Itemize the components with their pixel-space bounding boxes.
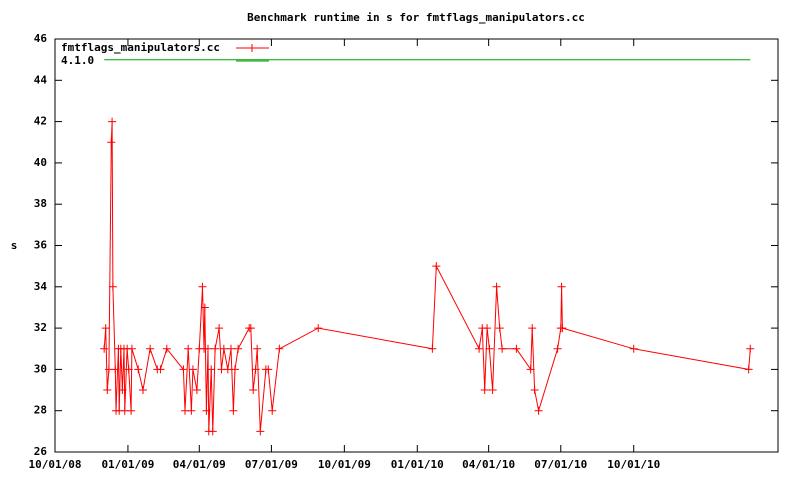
point-marker (107, 138, 116, 147)
x-tick-label: 07/01/09 (245, 458, 298, 471)
point-marker (204, 344, 213, 353)
point-marker (492, 282, 501, 291)
point-marker (230, 365, 239, 374)
point-marker (219, 344, 228, 353)
point-marker (553, 344, 562, 353)
point-marker (528, 324, 537, 333)
x-tick-label: 10/01/10 (607, 458, 660, 471)
point-marker (192, 386, 201, 395)
x-tick-label: 04/01/09 (173, 458, 226, 471)
point-marker (256, 427, 265, 436)
point-marker (124, 365, 133, 374)
point-marker (111, 365, 120, 374)
plot-border (54, 38, 779, 453)
point-marker (557, 282, 566, 291)
point-marker (629, 344, 638, 353)
point-marker (127, 406, 136, 415)
point-marker (118, 386, 127, 395)
point-marker (211, 344, 220, 353)
y-axis-label: s (11, 239, 18, 252)
point-marker (223, 365, 232, 374)
point-marker (526, 365, 535, 374)
point-marker (146, 344, 155, 353)
point-marker (432, 262, 441, 271)
point-marker (264, 365, 273, 374)
y-tick-label: 28 (34, 404, 47, 417)
point-marker (202, 406, 211, 415)
point-marker (512, 344, 521, 353)
point-marker (200, 303, 209, 312)
point-marker (475, 344, 484, 353)
point-marker (103, 386, 112, 395)
point-marker (215, 324, 224, 333)
point-marker (483, 324, 492, 333)
point-marker (251, 365, 260, 374)
y-tick-label: 26 (34, 445, 48, 458)
point-marker (498, 344, 507, 353)
y-tick-label: 34 (34, 280, 48, 293)
point-marker (253, 344, 262, 353)
point-marker (100, 344, 109, 353)
x-tick-label: 10/01/08 (29, 458, 82, 471)
y-tick-label: 46 (34, 32, 48, 45)
y-tick-label: 36 (34, 239, 48, 252)
legend-label: 4.1.0 (61, 54, 94, 67)
point-marker (179, 365, 188, 374)
legend-label: fmtflags_manipulators.cc (61, 41, 220, 54)
point-marker (480, 386, 489, 395)
point-marker (485, 344, 494, 353)
x-tick-label: 07/01/10 (534, 458, 587, 471)
point-marker (530, 386, 539, 395)
point-marker (207, 365, 216, 374)
point-marker (226, 344, 235, 353)
point-marker (184, 344, 193, 353)
y-tick-label: 44 (34, 73, 48, 86)
point-marker (229, 406, 238, 415)
point-marker (268, 406, 277, 415)
point-marker (156, 365, 165, 374)
point-marker (188, 365, 197, 374)
point-marker (198, 282, 207, 291)
point-marker (428, 344, 437, 353)
point-marker (534, 406, 543, 415)
plot: 26 28 30 32 34 36 38 40 42 44 46 10/01/08 01/01/09 04… (29, 32, 779, 471)
point-marker (108, 282, 117, 291)
point-marker (314, 324, 323, 333)
point-marker (162, 344, 171, 353)
point-marker (249, 386, 258, 395)
point-marker (127, 344, 136, 353)
point-marker (134, 365, 143, 374)
point-marker (488, 386, 497, 395)
point-marker (495, 324, 504, 333)
point-marker (187, 406, 196, 415)
point-marker (558, 324, 567, 333)
y-tick-label: 38 (34, 197, 47, 210)
x-tick-label: 10/01/09 (318, 458, 371, 471)
point-marker (101, 324, 110, 333)
point-marker (275, 344, 284, 353)
y-tick-label: 40 (34, 156, 47, 169)
legend-marker (248, 44, 256, 52)
point-marker (744, 365, 753, 374)
chart-title: Benchmark runtime in s for fmtflags_mani… (247, 11, 585, 24)
point-marker (138, 386, 147, 395)
y-tick-label: 42 (34, 115, 47, 128)
point-marker (246, 324, 255, 333)
x-tick-label: 04/01/10 (462, 458, 515, 471)
point-marker (746, 344, 755, 353)
y-tick-label: 32 (34, 321, 47, 334)
x-tick-label: 01/01/09 (101, 458, 154, 471)
point-marker (234, 344, 243, 353)
y-tick-label: 30 (34, 362, 47, 375)
point-marker (108, 117, 117, 126)
point-marker (208, 427, 217, 436)
x-tick-label: 01/01/10 (391, 458, 444, 471)
